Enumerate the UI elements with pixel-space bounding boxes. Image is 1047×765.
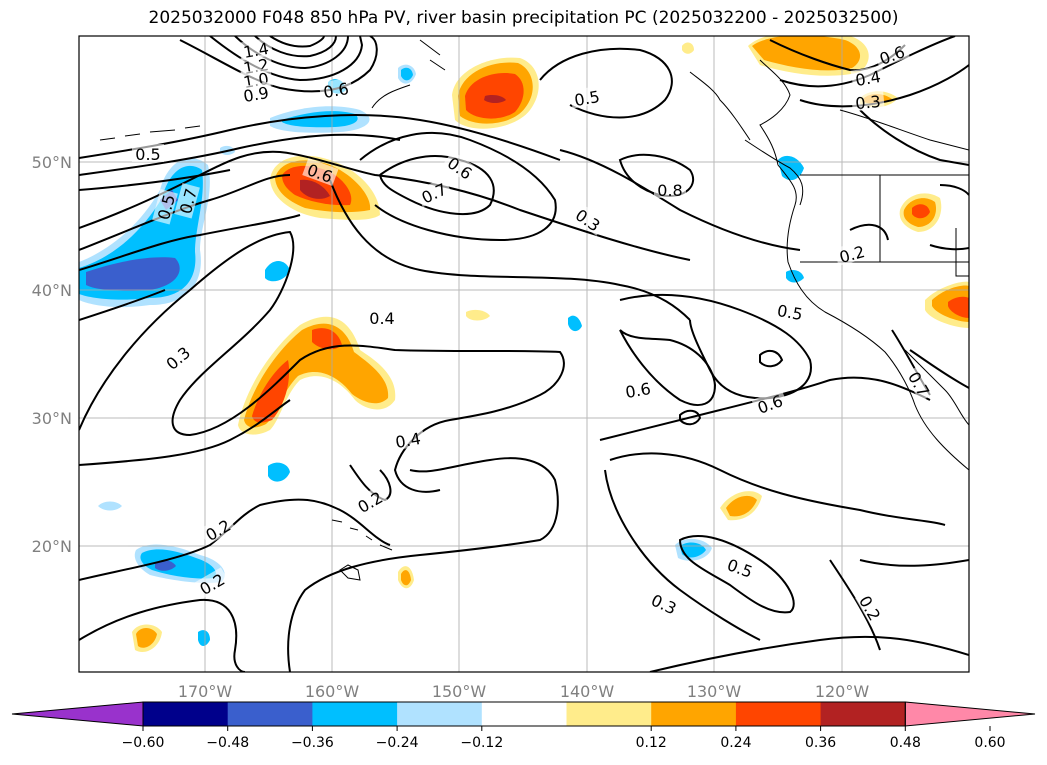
colorbar-extend-high	[904, 701, 1036, 727]
graticule	[79, 36, 969, 672]
colorbar-extend-low	[11, 701, 144, 727]
colorbar-segment	[312, 702, 398, 726]
contour-label: 0.4	[394, 429, 422, 452]
colorbar-tick-label: −0.60	[122, 735, 165, 751]
contour-label: 0.5	[573, 87, 601, 110]
map-title: 2025032000 F048 850 hPa PV, river basin …	[148, 8, 899, 28]
colorbar-tick-label: −0.36	[291, 735, 334, 751]
latitude-label: 30°N	[32, 409, 72, 428]
colorbar-tick-label: −0.48	[206, 735, 249, 751]
contour-label: 0.5	[776, 301, 804, 324]
pv-contours	[79, 36, 969, 672]
latitude-labels: 50°N 40°N 30°N 20°N	[32, 153, 72, 556]
colorbar-segment	[481, 702, 567, 726]
contour-label: 0.4	[854, 67, 882, 90]
longitude-label: 160°W	[305, 682, 360, 701]
longitude-labels: 170°W 160°W 150°W 140°W 130°W 120°W	[178, 682, 870, 701]
colorbar-tick-label: 0.60	[974, 735, 1005, 751]
colorbar-tick-label: 0.12	[636, 735, 667, 751]
colorbar-segment	[397, 702, 483, 726]
contour-label: 0.8	[657, 181, 682, 200]
contour-labels: 1.41.21.00.9 0.60.50.50.70.6 0.60.7 0.80.30…	[132, 37, 936, 626]
colorbar-tick-label: −0.12	[460, 735, 503, 751]
longitude-label: 130°W	[687, 682, 742, 701]
colorbar-segment	[820, 702, 906, 726]
contour-label: 0.6	[322, 79, 350, 102]
contour-label: 0.6	[624, 379, 652, 402]
colorbar-segment	[735, 702, 822, 726]
latitude-label: 40°N	[32, 281, 72, 300]
colorbar-segment	[143, 702, 229, 726]
contour-label: 0.3	[855, 92, 882, 113]
latitude-label: 20°N	[32, 537, 72, 556]
colorbar-segment	[651, 702, 737, 726]
colorbar-segment	[566, 702, 652, 726]
contour-label: 0.4	[369, 309, 394, 328]
colorbar-tick-label: −0.24	[376, 735, 419, 751]
longitude-label: 150°W	[432, 682, 487, 701]
contour-label: 0.5	[135, 145, 160, 164]
precipitation-shading	[79, 36, 969, 652]
colorbar-segment	[227, 702, 313, 726]
colorbar-outline	[142, 701, 906, 727]
contour-label: 0.9	[242, 83, 270, 106]
coastlines	[99, 39, 969, 581]
map-frame	[78, 35, 970, 673]
longitude-label: 170°W	[178, 682, 233, 701]
latitude-label: 50°N	[32, 153, 72, 172]
colorbar-tick-label: 0.48	[890, 735, 921, 751]
longitude-label: 140°W	[560, 682, 615, 701]
colorbar: −0.60 −0.48 −0.36 −0.24 −0.12 0.12 0.24 0.36 0.4…	[11, 701, 1036, 751]
colorbar-tick-label: 0.36	[805, 735, 836, 751]
longitude-label: 120°W	[815, 682, 870, 701]
colorbar-tick-label: 0.24	[720, 735, 751, 751]
